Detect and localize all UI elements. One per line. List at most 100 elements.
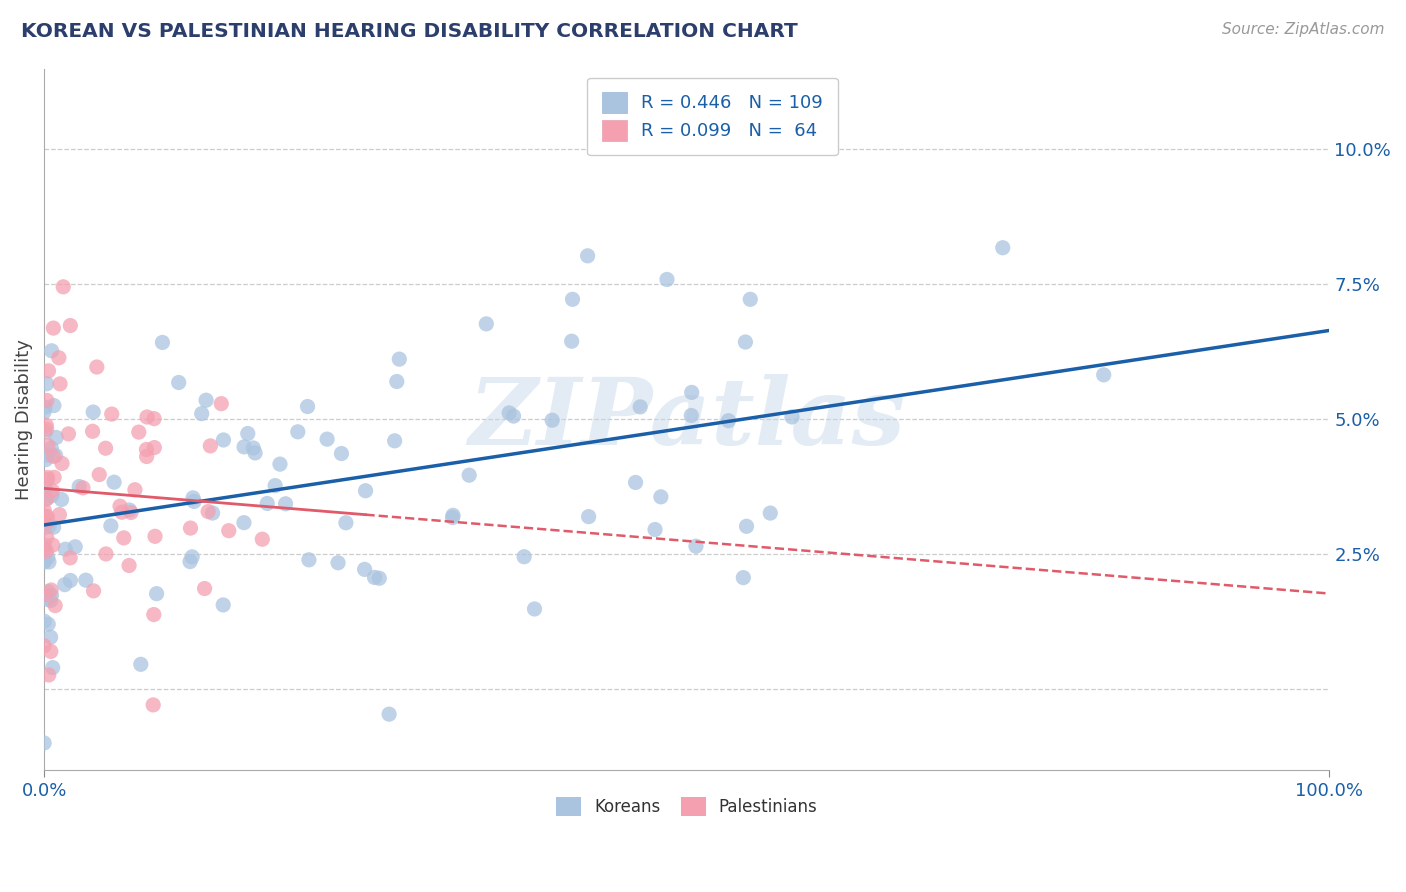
Point — [83, 583, 105, 598]
Point — [681, 409, 703, 423]
Point — [735, 519, 758, 533]
Point — [118, 558, 141, 573]
Point — [34, 520, 56, 534]
Point — [37, 472, 59, 486]
Point — [256, 496, 278, 510]
Point — [212, 598, 235, 612]
Point — [34, 504, 56, 518]
Point — [183, 494, 205, 508]
Point — [53, 542, 76, 557]
Point — [48, 508, 70, 522]
Point — [35, 544, 58, 558]
Point — [39, 630, 62, 644]
Point — [368, 571, 391, 585]
Point — [67, 479, 90, 493]
Point — [316, 432, 339, 446]
Point — [59, 574, 82, 588]
Point — [441, 508, 464, 523]
Point — [578, 509, 600, 524]
Point — [82, 405, 104, 419]
Y-axis label: Hearing Disability: Hearing Disability — [15, 339, 32, 500]
Point — [135, 450, 157, 464]
Point — [561, 334, 583, 349]
Point — [41, 538, 63, 552]
Point — [143, 411, 166, 425]
Point — [51, 457, 73, 471]
Point — [34, 481, 56, 495]
Point — [233, 440, 256, 454]
Point — [37, 550, 59, 565]
Point — [502, 409, 524, 423]
Point — [32, 639, 55, 653]
Point — [326, 556, 349, 570]
Point — [39, 441, 62, 455]
Point — [63, 540, 86, 554]
Point — [136, 409, 159, 424]
Point — [35, 422, 58, 436]
Point — [51, 492, 73, 507]
Point — [378, 707, 401, 722]
Point — [37, 584, 59, 599]
Point — [759, 506, 782, 520]
Point — [35, 491, 58, 506]
Point — [34, 400, 56, 414]
Point — [354, 483, 377, 498]
Point — [264, 478, 287, 492]
Point — [287, 425, 309, 439]
Point — [335, 516, 357, 530]
Point — [513, 549, 536, 564]
Point — [991, 241, 1014, 255]
Point — [32, 541, 55, 556]
Text: ZIPatlas: ZIPatlas — [468, 375, 905, 464]
Point — [35, 393, 58, 408]
Point — [179, 555, 201, 569]
Point — [37, 509, 59, 524]
Point — [32, 405, 55, 419]
Point — [242, 441, 264, 455]
Point — [45, 449, 67, 463]
Point — [86, 359, 108, 374]
Point — [733, 571, 755, 585]
Point — [37, 617, 59, 632]
Point — [48, 351, 70, 365]
Point — [124, 483, 146, 497]
Point — [179, 521, 201, 535]
Point — [35, 452, 58, 467]
Point — [59, 550, 82, 565]
Point — [650, 490, 672, 504]
Point — [252, 533, 274, 547]
Point — [45, 430, 67, 444]
Point — [145, 587, 167, 601]
Point — [39, 593, 62, 607]
Point — [298, 553, 321, 567]
Point — [41, 588, 63, 602]
Point — [181, 491, 204, 505]
Point — [39, 582, 62, 597]
Point — [523, 602, 546, 616]
Point — [195, 393, 218, 408]
Point — [38, 555, 60, 569]
Point — [193, 582, 215, 596]
Point — [167, 376, 190, 390]
Point — [38, 519, 60, 533]
Point — [34, 425, 56, 439]
Legend: Koreans, Palestinians: Koreans, Palestinians — [547, 789, 825, 825]
Point — [52, 280, 75, 294]
Point — [34, 538, 56, 552]
Point — [34, 509, 56, 524]
Point — [243, 446, 266, 460]
Point — [384, 434, 406, 448]
Point — [655, 272, 678, 286]
Point — [129, 657, 152, 672]
Point — [118, 503, 141, 517]
Point — [42, 399, 65, 413]
Point — [100, 407, 122, 421]
Point — [59, 318, 82, 333]
Point — [37, 438, 59, 452]
Point — [297, 400, 319, 414]
Point — [441, 510, 464, 524]
Point — [89, 467, 111, 482]
Point — [35, 376, 58, 391]
Point — [576, 249, 599, 263]
Point — [37, 592, 59, 607]
